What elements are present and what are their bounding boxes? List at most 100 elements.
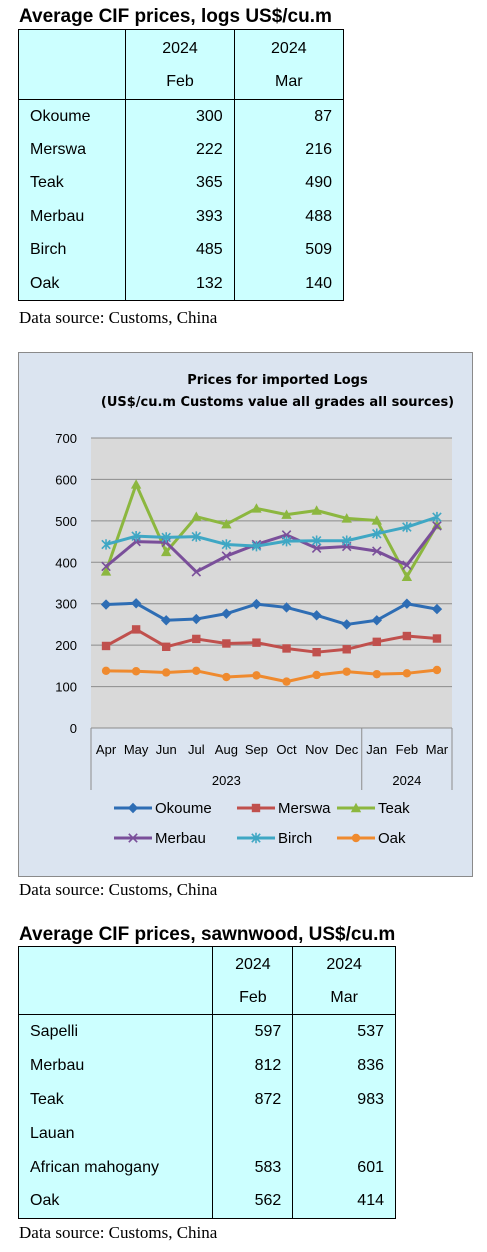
table-row: Oak 562 414 [17, 1184, 396, 1219]
data-point-merswa [162, 642, 171, 651]
legend-marker-merswa [251, 803, 261, 813]
data-point-teak [401, 571, 413, 581]
col-month: Mar [275, 72, 303, 90]
x-group-label: 2024 [392, 773, 421, 788]
data-point-oak [402, 669, 412, 678]
legend-marker-okoume [127, 802, 139, 814]
data-point-teak [161, 546, 172, 557]
logs-price-table: 2024 Feb 2024 Mar Okoume 300 87 Merswa 222 21… [17, 29, 345, 301]
data-point-teak [221, 518, 232, 529]
data-point-okoume [100, 599, 112, 610]
data-point-okoume [431, 603, 443, 615]
data-point-birch [372, 528, 382, 539]
value-mar: 140 [233, 267, 345, 301]
data-point-oak [192, 666, 201, 676]
x-tick-label: Feb [396, 742, 418, 757]
row-label: Okoume [17, 99, 127, 133]
x-tick-label: Jul [188, 742, 205, 757]
data-point-merswa [312, 647, 321, 657]
table-row: Birch 485 509 [17, 233, 345, 267]
legend-label-oak: Oak [378, 830, 406, 847]
data-point-merbau [191, 567, 202, 577]
data-point-birch [161, 532, 171, 543]
legend-marker-oak [351, 833, 361, 843]
value-feb: 812 [212, 1048, 294, 1083]
col-month: Feb [239, 988, 267, 1006]
sawnwood-price-table: 2024 Feb 2024 Mar Sapelli 597 537 Merbau 812… [17, 946, 396, 1219]
data-point-oak [312, 670, 321, 680]
x-tick-label: Dec [335, 742, 359, 757]
y-tick-label: 200 [55, 638, 77, 653]
data-point-teak [341, 513, 352, 523]
data-point-teak [251, 503, 262, 513]
table-row: Lauan [17, 1116, 396, 1151]
col-month: Mar [330, 988, 358, 1006]
row-label: Teak [17, 1082, 214, 1117]
chart-title: Prices for imported Logs [187, 373, 368, 388]
data-point-birch [131, 530, 141, 542]
data-point-teak [130, 479, 142, 489]
plot-area [91, 438, 452, 728]
data-point-birch [281, 535, 292, 547]
y-tick-label: 100 [55, 680, 77, 695]
col-header-mar: 2024 Mar [233, 29, 345, 100]
row-label: Sapelli [17, 1014, 214, 1049]
data-point-birch [402, 521, 412, 533]
data-point-merswa [372, 637, 381, 647]
table-row: Merswa 222 216 [17, 133, 345, 167]
x-tick-label: Sep [245, 742, 268, 757]
data-point-merswa [131, 625, 141, 634]
series-line-birch [105, 515, 438, 548]
col-month: Feb [166, 72, 194, 90]
data-point-okoume [251, 598, 262, 610]
data-point-birch [191, 531, 202, 542]
x-tick-label: Mar [426, 742, 449, 757]
y-tick-label: 700 [55, 431, 77, 446]
data-point-oak [252, 671, 261, 680]
value-feb: 562 [212, 1184, 294, 1219]
value-feb: 872 [212, 1082, 294, 1117]
data-point-merswa [402, 631, 412, 641]
data-point-oak [131, 667, 141, 676]
data-point-oak [222, 672, 231, 682]
data-point-birch [251, 540, 262, 552]
data-point-teak [371, 515, 382, 525]
data-point-teak [281, 509, 292, 519]
table-row: Merbau 393 488 [17, 200, 345, 234]
data-point-birch [341, 535, 352, 546]
value-feb: 132 [125, 267, 235, 301]
col-header-mar: 2024 Mar [292, 946, 396, 1015]
value-mar: 509 [233, 233, 345, 267]
series-line-merbau [105, 524, 439, 574]
data-point-okoume [191, 613, 202, 625]
data-point-okoume [341, 619, 352, 630]
x-tick-label: Aug [215, 742, 238, 757]
value-mar: 216 [233, 133, 345, 167]
x-tick-label: Oct [276, 742, 297, 757]
row-label: Birch [17, 233, 127, 267]
data-point-birch [311, 535, 322, 546]
data-point-merswa [252, 638, 261, 647]
row-label: Lauan [17, 1116, 214, 1151]
col-year: 2024 [162, 39, 198, 57]
row-label: Merswa [17, 133, 127, 167]
logs-data-source: Data source: Customs, China [19, 308, 218, 327]
data-point-birch [221, 539, 232, 550]
legend-marker-merbau [128, 833, 138, 843]
sawn-data-source: Data source: Customs, China [19, 1223, 218, 1242]
legend-marker-birch [251, 832, 261, 844]
table-row: Sapelli 597 537 [17, 1014, 396, 1049]
x-group-label: 2023 [212, 773, 241, 788]
corner-cell [17, 946, 214, 1015]
row-label: Oak [17, 267, 127, 301]
legend-marker-teak [350, 802, 362, 813]
chart-canvas: Prices for imported Logs (US$/cu.m Custom… [55, 373, 454, 847]
value-feb: 300 [125, 99, 235, 133]
data-point-merbau [101, 561, 111, 572]
data-point-teak [100, 566, 112, 576]
table-row: Merbau 812 836 [17, 1048, 396, 1083]
x-tick-label: May [124, 742, 149, 757]
value-mar: 488 [233, 200, 345, 234]
series-line-merswa [105, 627, 438, 654]
series-line-oak [106, 668, 438, 684]
